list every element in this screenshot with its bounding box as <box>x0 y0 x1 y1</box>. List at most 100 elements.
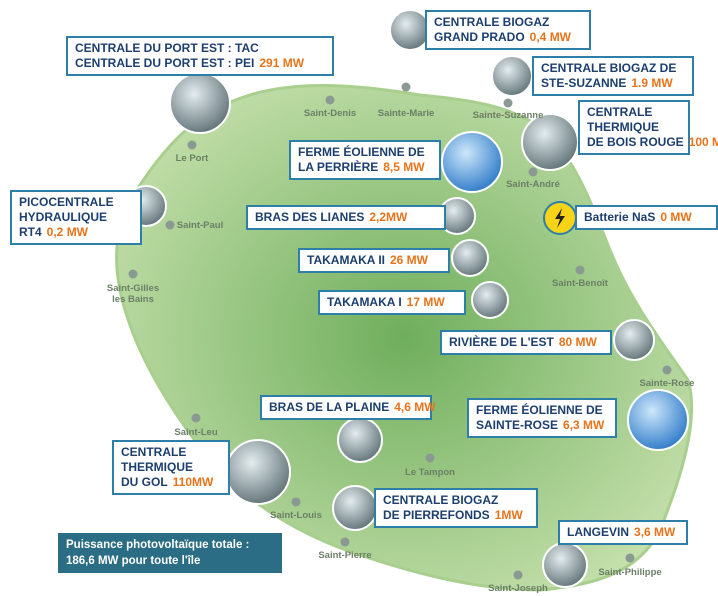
plant-name: RIVIÈRE DE L'EST <box>449 335 554 349</box>
plant-name-line: BRAS DES LIANES 2,2MW <box>255 210 437 225</box>
plant-power: 4,6 MW <box>394 400 436 414</box>
plant-name: CENTRALE DU PORT EST : PEI <box>75 56 255 70</box>
plant-power: 8,5 MW <box>383 160 425 174</box>
plant-name: GRAND PRADO <box>434 30 525 44</box>
town-label: Saint-Joseph <box>478 583 558 594</box>
town-name: Saint-Benoît <box>552 278 608 289</box>
plant-name-line: LA PERRIÈRE 8,5 MW <box>298 160 432 175</box>
plant-name-line: DE PIERREFONDS 1MW <box>383 508 529 523</box>
plant-power: 80 MW <box>558 335 597 349</box>
plant-power: 1.9 MW <box>631 76 673 90</box>
plant-power: 6,3 MW <box>563 418 605 432</box>
town-name: Saint-Pierre <box>318 550 372 561</box>
town-dot <box>191 413 201 423</box>
town-dot <box>528 167 538 177</box>
town-name: Saint-Paul <box>176 220 224 231</box>
plant-photo <box>542 542 588 588</box>
plant-power: 110MW <box>172 475 214 489</box>
plant-name: CENTRALE BIOGAZ DE <box>541 61 677 75</box>
plant-photo <box>613 319 655 361</box>
pv-summary: Puissance photovoltaïque totale : 186,6 M… <box>58 533 282 573</box>
town-dot <box>325 95 335 105</box>
town-dot <box>128 269 138 279</box>
town-label: Saint-Pierre <box>305 550 385 561</box>
plant-label: Batterie NaS 0 MW <box>575 205 718 230</box>
town-name: Saint-Joseph <box>488 583 548 594</box>
town-name: les Bains <box>112 294 154 305</box>
plant-power: 0 MW <box>660 210 692 224</box>
town-name: Le Port <box>175 153 209 164</box>
town-name: Saint-André <box>506 179 560 190</box>
plant-power: 0,2 MW <box>46 225 89 239</box>
plant-label: FERME ÉOLIENNE DE LA PERRIÈRE 8,5 MW <box>289 140 441 180</box>
plant-name: CENTRALE DU PORT EST : TAC <box>75 41 259 55</box>
town-name: Sainte-Suzanne <box>472 110 544 121</box>
plant-name: SAINTE-ROSE <box>476 418 559 432</box>
plant-photo <box>627 389 689 451</box>
plant-photo <box>451 239 489 277</box>
plant-name-line: RIVIÈRE DE L'EST 80 MW <box>449 335 603 350</box>
plant-name: CENTRALE BIOGAZ <box>383 493 499 507</box>
plant-name: DE PIERREFONDS <box>383 508 490 522</box>
plant-label: LANGEVIN 3,6 MW <box>558 520 688 545</box>
plant-label: RIVIÈRE DE L'EST 80 MW <box>440 330 612 355</box>
plant-name-line: CENTRALE <box>121 445 221 460</box>
plant-name: CENTRALE BIOGAZ <box>434 15 550 29</box>
town-name: Saint-Leu <box>174 427 218 438</box>
town-label: Sainte-Suzanne <box>468 110 548 121</box>
plant-name: BRAS DE LA PLAINE <box>269 400 390 414</box>
plant-label: CENTRALE THERMIQUE DU GOL 110MW <box>112 440 230 495</box>
plant-name-line: CENTRALE BIOGAZ <box>434 15 582 30</box>
plant-name-line: CENTRALE BIOGAZ DE <box>541 61 685 76</box>
town-label: Saint-Denis <box>290 108 370 119</box>
plant-label: PICOCENTRALE HYDRAULIQUE RT4 0,2 MW <box>10 190 142 245</box>
plant-label: FERME ÉOLIENNE DE SAINTE-ROSE 6,3 MW <box>467 398 617 438</box>
plant-name-line: TAKAMAKA I 17 MW <box>327 295 457 310</box>
plant-photo <box>169 72 231 134</box>
town-name: Le Tampon <box>405 467 455 478</box>
plant-power: 2,2MW <box>369 210 408 224</box>
plant-power: 291 MW <box>259 56 305 70</box>
town-name: Saint-Louis <box>270 510 322 521</box>
town-label: Saint-Paul <box>160 220 240 231</box>
plant-label: BRAS DES LIANES 2,2MW <box>246 205 446 230</box>
plant-name: RT4 <box>19 225 42 239</box>
town-dot <box>575 265 585 275</box>
plant-name: BRAS DES LIANES <box>255 210 365 224</box>
town-dot <box>513 570 523 580</box>
plant-name: LANGEVIN <box>567 525 630 539</box>
plant-name: STE-SUZANNE <box>541 76 627 90</box>
plant-name-line: CENTRALE DU PORT EST : TAC <box>75 41 325 56</box>
plant-name-line: GRAND PRADO 0,4 MW <box>434 30 582 45</box>
town-dot <box>187 140 197 150</box>
plant-name: THERMIQUE <box>587 120 659 134</box>
plant-name-line: STE-SUZANNE 1.9 MW <box>541 76 685 91</box>
town-label: Saint-Louis <box>256 510 336 521</box>
plant-name: Batterie NaS <box>584 210 656 224</box>
plant-name-line: BRAS DE LA PLAINE 4,6 MW <box>269 400 436 415</box>
plant-label: CENTRALE BIOGAZ DE PIERREFONDS 1MW <box>374 488 538 528</box>
town-label: Saint-Benoît <box>540 278 620 289</box>
town-label: Le Tampon <box>390 467 470 478</box>
plant-name: DU GOL <box>121 475 168 489</box>
plant-power: 3,6 MW <box>634 525 676 539</box>
plant-name: FERME ÉOLIENNE DE <box>476 403 603 417</box>
plant-name: CENTRALE <box>587 105 653 119</box>
plant-name-line: FERME ÉOLIENNE DE <box>476 403 608 418</box>
plant-power: 1MW <box>494 508 523 522</box>
plant-name: HYDRAULIQUE <box>19 210 108 224</box>
plant-power: 0,4 MW <box>529 30 572 44</box>
town-name: Sainte-Rose <box>639 378 695 389</box>
town-dot <box>503 98 513 108</box>
plant-photo <box>491 55 533 97</box>
plant-photo <box>441 131 503 193</box>
plant-name: CENTRALE <box>121 445 187 459</box>
town-dot <box>401 82 411 92</box>
town-label: Saint-Philippe <box>590 567 670 578</box>
town-label: Sainte-Marie <box>366 108 446 119</box>
town-name: Saint-Denis <box>303 108 357 119</box>
plant-name-line: CENTRALE DU PORT EST : PEI 291 MW <box>75 56 325 71</box>
plant-name: LA PERRIÈRE <box>298 160 379 174</box>
